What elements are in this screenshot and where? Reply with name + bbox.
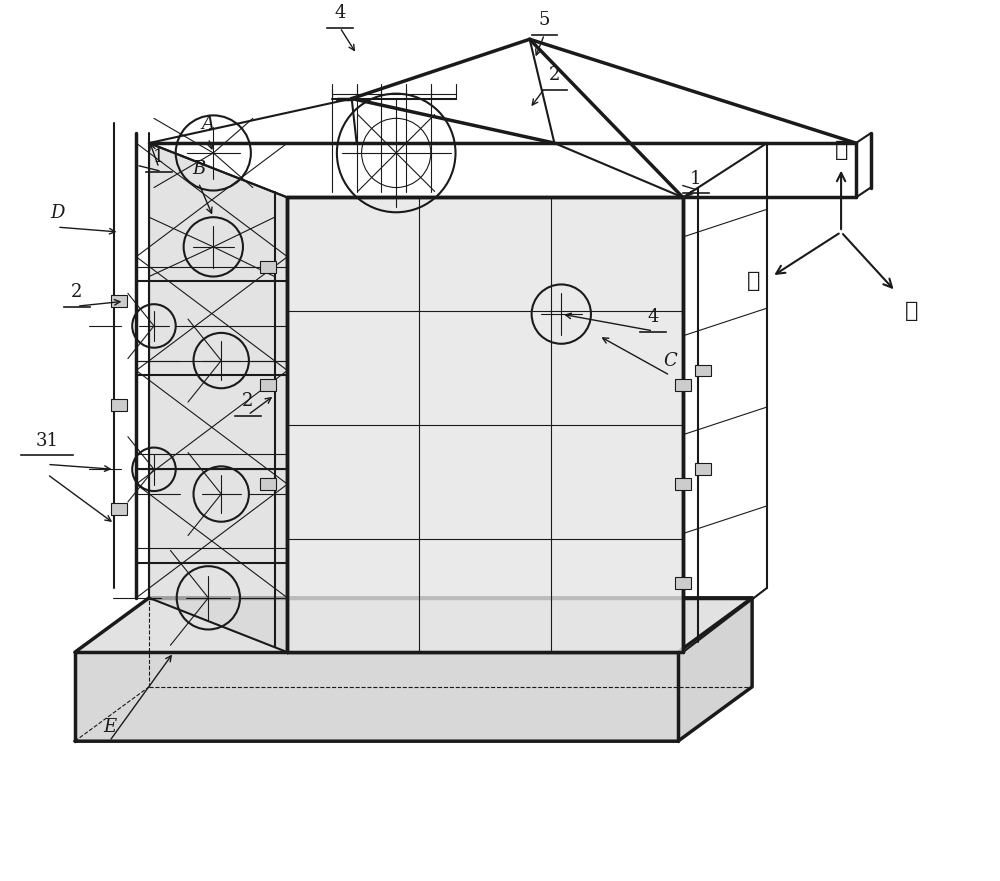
Bar — [675, 478, 691, 490]
Bar — [695, 463, 711, 475]
Text: E: E — [103, 718, 116, 737]
Text: D: D — [50, 204, 64, 222]
Bar — [260, 380, 276, 391]
Text: A: A — [202, 115, 215, 133]
Text: 前: 前 — [905, 301, 919, 322]
Text: 1: 1 — [690, 169, 702, 188]
Text: 4: 4 — [334, 4, 346, 22]
Text: 2: 2 — [242, 392, 254, 410]
Polygon shape — [287, 197, 683, 652]
Polygon shape — [75, 598, 752, 652]
Polygon shape — [75, 652, 678, 741]
Bar — [675, 380, 691, 391]
Text: 1: 1 — [153, 148, 165, 166]
Bar — [675, 577, 691, 589]
Bar — [695, 365, 711, 376]
Polygon shape — [678, 598, 752, 741]
Polygon shape — [149, 143, 287, 652]
Bar — [111, 295, 127, 307]
Bar — [111, 503, 127, 515]
Text: 2: 2 — [549, 66, 560, 84]
Bar — [260, 261, 276, 272]
Text: 左: 左 — [747, 271, 760, 292]
Text: B: B — [192, 159, 205, 178]
Bar — [111, 399, 127, 411]
Text: 31: 31 — [36, 432, 59, 449]
Text: 2: 2 — [71, 284, 83, 301]
Bar — [260, 478, 276, 490]
Text: 5: 5 — [539, 11, 550, 29]
Text: 4: 4 — [648, 308, 659, 326]
Text: 上: 上 — [834, 140, 848, 159]
Text: C: C — [663, 352, 677, 370]
